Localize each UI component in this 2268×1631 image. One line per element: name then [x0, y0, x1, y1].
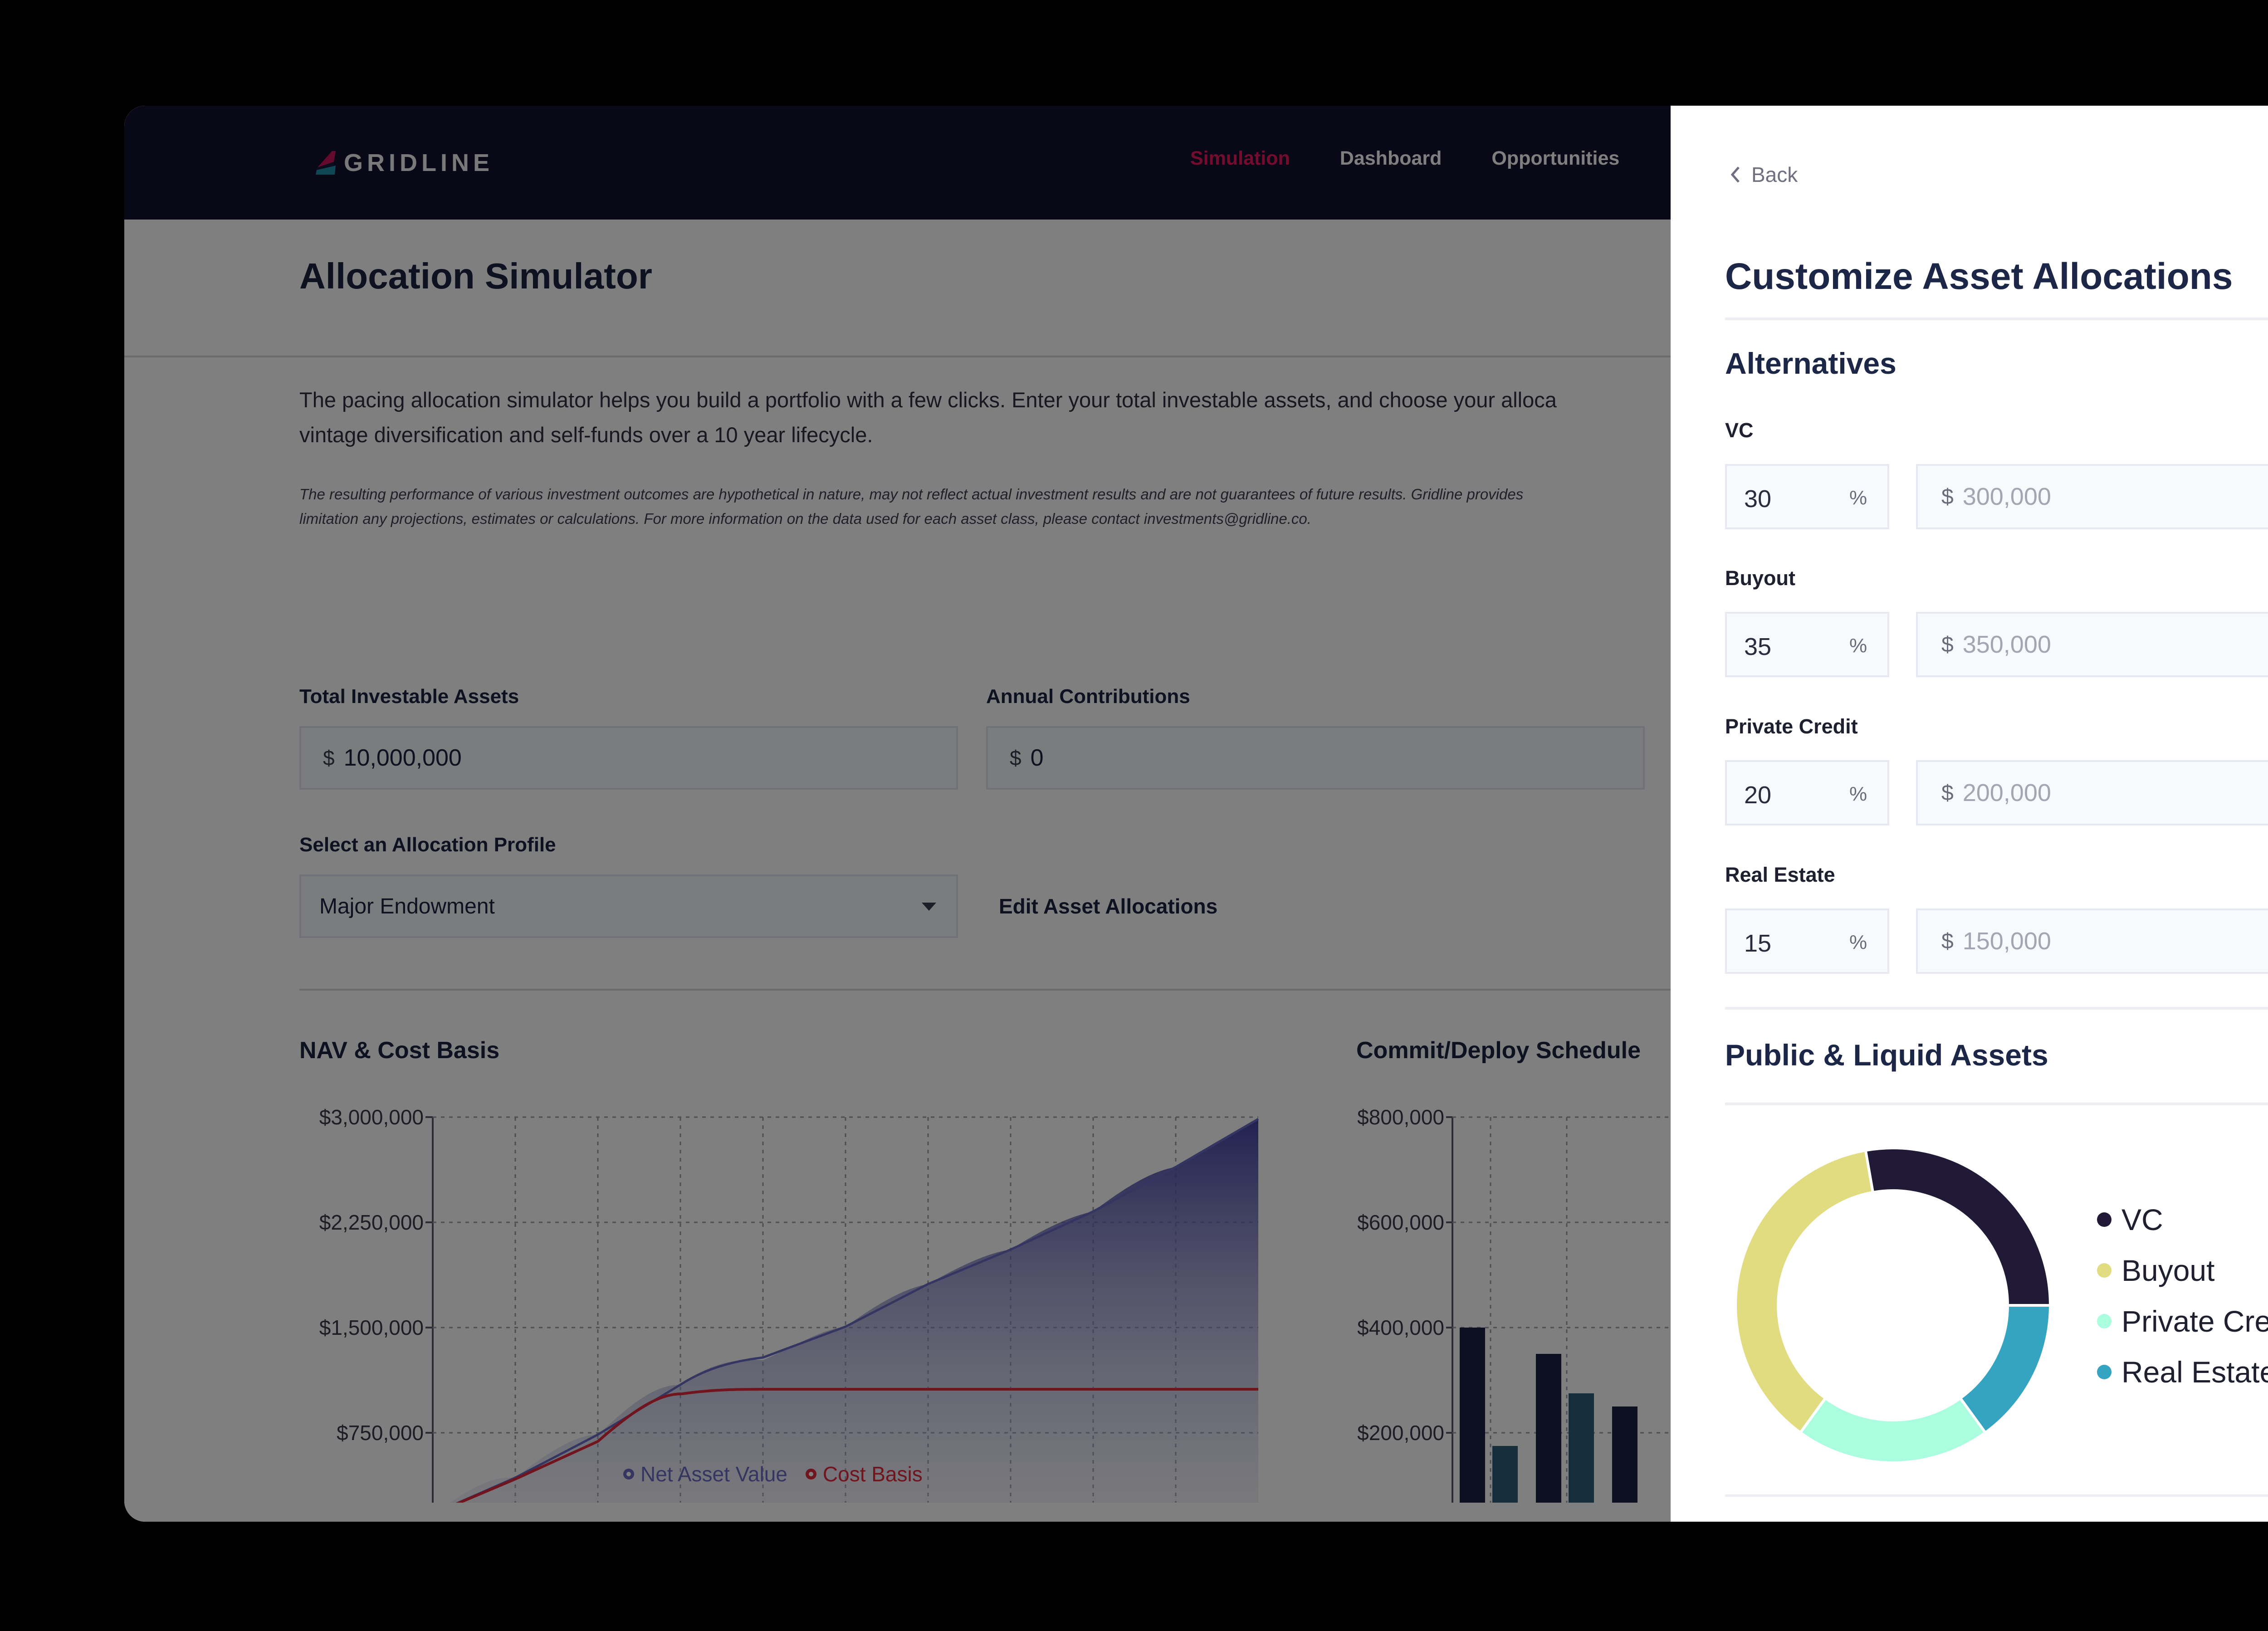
percent-symbol: %	[1849, 487, 1867, 509]
real-estate-color-dot-icon	[2097, 1365, 2112, 1379]
percent-symbol: %	[1849, 931, 1867, 953]
chevron-left-icon	[1730, 166, 1740, 183]
buyout-amount-input[interactable]: $ 350,000	[1916, 612, 2268, 677]
buyout-color-dot-icon	[2097, 1263, 2112, 1278]
real-estate-percent-input[interactable]: 15 %	[1725, 908, 1889, 974]
allocation-donut-chart	[1737, 1149, 2049, 1461]
legend-label: VC	[2121, 1203, 2163, 1236]
donut-legend-item: Private Credit 20 %	[2097, 1296, 2268, 1347]
vc-color-dot-icon	[2097, 1212, 2112, 1227]
panel-divider	[1725, 1007, 2268, 1010]
donut-legend-item: Real Estate 15 %	[2097, 1347, 2268, 1397]
real-estate-amount-value: 150,000	[1962, 928, 2051, 955]
vc-percent-value: 30	[1744, 485, 1772, 513]
back-label: Back	[1751, 163, 1798, 186]
legend-label: Buyout	[2121, 1254, 2215, 1287]
panel-divider	[1725, 317, 2268, 320]
public-liquid-section-title[interactable]: Public & Liquid Assets	[1725, 1038, 2048, 1072]
private-credit-label: Private Credit	[1725, 715, 1858, 738]
private-credit-percent-input[interactable]: 20 %	[1725, 760, 1889, 825]
donut-legend-item: VC 30 %	[2097, 1194, 2268, 1245]
customize-allocations-panel: Back Customize Asset Allocations Alterna…	[1671, 106, 2268, 1522]
currency-symbol: $	[1941, 632, 1954, 657]
back-button[interactable]: Back	[1730, 162, 1798, 187]
percent-symbol: %	[1849, 783, 1867, 805]
legend-label: Private Credit	[2121, 1304, 2268, 1338]
private-credit-color-dot-icon	[2097, 1314, 2112, 1328]
currency-symbol: $	[1941, 781, 1954, 805]
real-estate-label: Real Estate	[1725, 863, 1835, 886]
percent-symbol: %	[1849, 635, 1867, 657]
private-credit-amount-value: 200,000	[1962, 779, 2051, 806]
vc-label: VC	[1725, 419, 1754, 442]
buyout-amount-value: 350,000	[1962, 631, 2051, 658]
main-app: GRIDLINE Simulation Dashboard Opportunit…	[124, 106, 1676, 1522]
vc-amount-value: 300,000	[1962, 483, 2051, 510]
real-estate-percent-value: 15	[1744, 930, 1772, 957]
donut-legend-item: Buyout 35 %	[2097, 1245, 2268, 1296]
private-credit-amount-input[interactable]: $ 200,000	[1916, 760, 2268, 825]
vc-amount-input[interactable]: $ 300,000	[1916, 464, 2268, 529]
panel-title: Customize Asset Allocations	[1725, 256, 2233, 297]
private-credit-percent-value: 20	[1744, 781, 1772, 809]
app-window: GRIDLINE Simulation Dashboard Opportunit…	[124, 106, 2268, 1522]
buyout-percent-input[interactable]: 35 %	[1725, 612, 1889, 677]
currency-symbol: $	[1941, 484, 1954, 509]
vc-percent-input[interactable]: 30 %	[1725, 464, 1889, 529]
legend-label: Real Estate	[2121, 1355, 2268, 1389]
currency-symbol: $	[1941, 929, 1954, 953]
buyout-percent-value: 35	[1744, 633, 1772, 660]
alternatives-section-title[interactable]: Alternatives	[1725, 347, 1897, 380]
panel-divider	[1725, 1103, 2268, 1105]
modal-backdrop[interactable]	[124, 106, 1671, 1522]
buyout-label: Buyout	[1725, 566, 1795, 590]
real-estate-amount-input[interactable]: $ 150,000	[1916, 908, 2268, 974]
donut-legend: VC 30 % Buyout 35 % Private Credit 20 % …	[2097, 1194, 2268, 1397]
panel-divider	[1725, 1494, 2268, 1497]
